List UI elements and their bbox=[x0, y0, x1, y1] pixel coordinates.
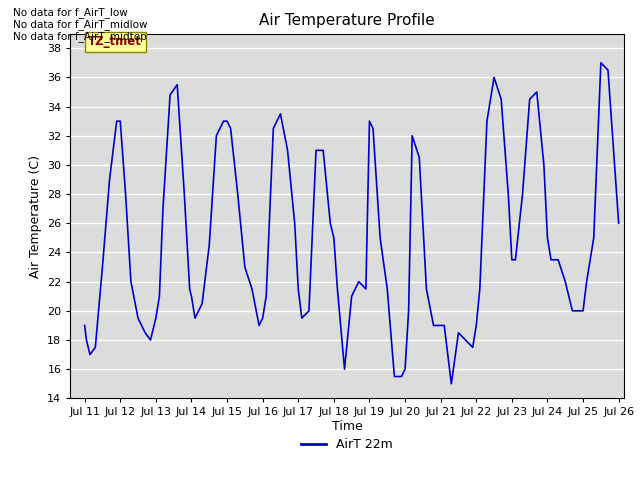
Text: No data for f_AirT_low: No data for f_AirT_low bbox=[13, 7, 127, 18]
Text: No data for f_AirT_midlow: No data for f_AirT_midlow bbox=[13, 19, 147, 30]
Legend: AirT 22m: AirT 22m bbox=[296, 433, 398, 456]
X-axis label: Time: Time bbox=[332, 420, 363, 433]
Y-axis label: Air Temperature (C): Air Temperature (C) bbox=[29, 155, 42, 277]
Text: No data for f_AirT_midtop: No data for f_AirT_midtop bbox=[13, 31, 147, 42]
Text: TZ_tmet: TZ_tmet bbox=[88, 35, 142, 48]
Title: Air Temperature Profile: Air Temperature Profile bbox=[259, 13, 435, 28]
